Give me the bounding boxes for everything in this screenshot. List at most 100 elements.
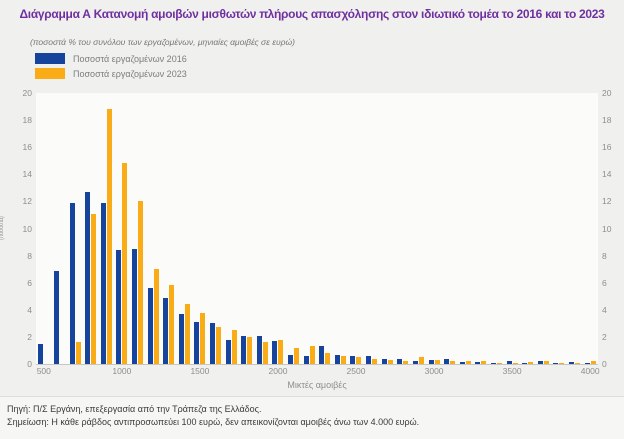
- bar-group-3300: [473, 93, 489, 364]
- y-tick-16: 16: [22, 142, 32, 153]
- bar-2023-2700: [387, 359, 393, 364]
- y-tick-8: 8: [602, 250, 607, 261]
- bar-2016-1000: [116, 250, 122, 364]
- legend-item-2023: Ποσοστά εργαζομένων 2023: [35, 67, 187, 80]
- bar-group-2000: [270, 93, 286, 364]
- bar-2016-2000: [272, 340, 278, 364]
- x-tick-1500: 1500: [190, 366, 210, 376]
- bar-2016-2900: [412, 361, 418, 364]
- bar-2023-700: [75, 342, 81, 364]
- bar-2016-4000: [584, 362, 590, 364]
- bar-2016-1300: [163, 297, 169, 364]
- bar-group-1400: [176, 93, 192, 364]
- bar-2023-3300: [481, 361, 487, 364]
- bar-group-2300: [317, 93, 333, 364]
- bar-group-3100: [442, 93, 458, 364]
- bar-group-2800: [395, 93, 411, 364]
- y-axis-left: 0 2 4 6 8 10 12 14 16 18 20: [8, 89, 32, 369]
- bar-group-3900: [567, 93, 583, 364]
- bar-2016-1800: [241, 335, 247, 364]
- bar-2016-1600: [210, 323, 215, 364]
- method-note: Σημείωση: Η κάθε ράβδος αντιπροσωπεύει 1…: [7, 416, 420, 427]
- bar-group-2900: [411, 93, 427, 364]
- bar-2023-3700: [543, 360, 549, 364]
- bar-group-800: [83, 93, 99, 364]
- bar-2023-3400: [496, 362, 502, 364]
- y-tick-2: 2: [602, 331, 607, 342]
- bar-2016-900: [100, 202, 106, 364]
- legend-label-2023: Ποσοστά εργαζομένων 2023: [73, 68, 187, 79]
- bar-2016-1400: [178, 313, 184, 364]
- bar-group-3800: [551, 93, 567, 364]
- bar-2023-800: [91, 213, 97, 364]
- bar-group-3700: [536, 93, 552, 364]
- y-tick-6: 6: [602, 277, 607, 288]
- bar-2023-3000: [434, 359, 440, 364]
- bar-2016-2100: [288, 354, 294, 364]
- bar-group-1800: [239, 93, 255, 364]
- bar-group-2200: [301, 93, 317, 364]
- bar-group-500: [36, 93, 52, 364]
- bar-group-900: [98, 93, 114, 364]
- y-tick-16: 16: [602, 142, 612, 153]
- bar-2016-2400: [334, 354, 340, 364]
- x-tick-3500: 3500: [502, 366, 522, 376]
- bar-2023-2400: [340, 355, 346, 364]
- bar-2023-2300: [325, 353, 331, 364]
- bar-2023-1900: [262, 342, 268, 364]
- y-tick-20: 20: [602, 88, 612, 98]
- x-tick-4000: 4000: [580, 366, 600, 376]
- bar-2023-3500: [512, 362, 518, 364]
- x-tick-500: 500: [36, 366, 51, 376]
- bar-group-700: [67, 93, 83, 364]
- bar-2023-1700: [231, 330, 237, 364]
- bar-2023-2800: [403, 361, 409, 364]
- bar-group-2100: [286, 93, 302, 364]
- y-tick-18: 18: [22, 115, 32, 126]
- bar-2023-3800: [559, 362, 565, 364]
- y-tick-4: 4: [27, 304, 32, 315]
- bar-2023-3600: [528, 361, 534, 364]
- plot-area: [36, 93, 598, 365]
- bar-2023-3100: [450, 361, 456, 364]
- bar-2016-3600: [522, 362, 528, 364]
- bar-2023-4000: [590, 361, 596, 364]
- bar-group-1500: [192, 93, 208, 364]
- y-tick-0: 0: [602, 359, 607, 369]
- bar-2016-3300: [475, 361, 481, 364]
- bar-group-2600: [364, 93, 380, 364]
- x-tick-2500: 2500: [346, 366, 366, 376]
- bar-2023-3200: [465, 361, 471, 364]
- bar-group-3000: [426, 93, 442, 364]
- bar-2023-2200: [309, 346, 315, 364]
- bar-2016-1500: [194, 322, 200, 364]
- y-tick-12: 12: [22, 196, 32, 207]
- bar-2016-600: [53, 270, 59, 364]
- bar-group-1300: [161, 93, 177, 364]
- bar-group-2400: [333, 93, 349, 364]
- y-tick-6: 6: [27, 277, 32, 288]
- bar-2023-1000: [122, 163, 128, 364]
- bar-2023-2500: [356, 357, 362, 364]
- bar-2016-3900: [569, 361, 575, 364]
- bar-group-3400: [489, 93, 505, 364]
- x-tick-2000: 2000: [268, 366, 288, 376]
- bar-2023-1600: [216, 327, 221, 364]
- bar-2016-800: [85, 191, 91, 364]
- bar-2016-3700: [537, 361, 543, 364]
- bar-2016-2500: [350, 355, 356, 364]
- bar-2016-1200: [147, 288, 153, 364]
- bar-2023-1300: [169, 285, 175, 364]
- bar-2016-700: [69, 202, 75, 364]
- legend-swatch-2016-icon: [35, 53, 65, 64]
- y-tick-2: 2: [27, 331, 32, 342]
- bar-group-1100: [130, 93, 146, 364]
- bar-group-2700: [379, 93, 395, 364]
- y-tick-10: 10: [602, 223, 612, 234]
- y-tick-12: 12: [602, 196, 612, 207]
- source-note: Πηγή: Π/Σ Εργάνη, επεξεργασία από την Τρ…: [7, 404, 262, 414]
- x-axis-ticks: 500 1000 1500 2000 2500 3000 3500 4000: [36, 366, 600, 378]
- legend-swatch-2023-icon: [35, 68, 65, 79]
- bar-2016-2700: [381, 358, 387, 364]
- y-tick-4: 4: [602, 304, 607, 315]
